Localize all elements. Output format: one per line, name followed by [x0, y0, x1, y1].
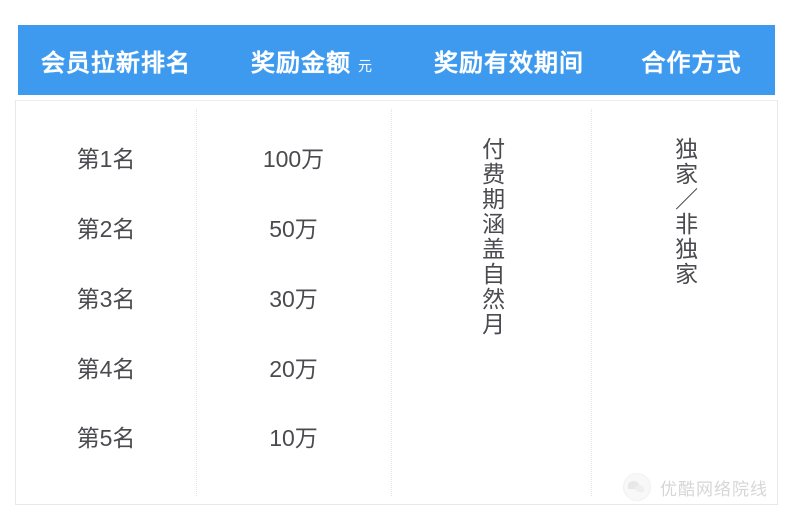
column-amount: 100万 50万 30万 20万 10万	[196, 101, 391, 504]
column-divider-1	[196, 109, 197, 496]
table-row: 50万	[269, 216, 318, 242]
column-header-validity-label: 奖励有效期间	[434, 49, 584, 77]
table-row: 20万	[269, 356, 318, 382]
column-cooperation-mode: 独家／非独家	[591, 101, 777, 504]
column-header-amount-unit: 元	[358, 57, 373, 74]
table-row: 第5名	[76, 425, 136, 451]
table-row: 100万	[262, 146, 325, 172]
table-body: 第1名 第2名 第3名 第4名 第5名 100万 50万 30万 20万 10万…	[15, 100, 778, 505]
column-validity-period: 付费期涵盖自然月	[391, 101, 591, 504]
table-row: 第3名	[76, 286, 136, 312]
table-row: 10万	[269, 425, 318, 451]
column-divider-3	[591, 109, 592, 496]
column-header-amount: 奖励金额 元	[214, 43, 410, 78]
column-header-rank: 会员拉新排名	[18, 43, 214, 78]
wechat-circle-logo-icon	[623, 473, 651, 501]
cooperation-mode-value: 独家／非独家	[671, 137, 698, 287]
table-row: 第1名	[76, 146, 136, 172]
table-row: 第4名	[76, 356, 136, 382]
column-rank: 第1名 第2名 第3名 第4名 第5名	[16, 101, 196, 504]
column-header-cooperation-label: 合作方式	[641, 49, 742, 77]
validity-period-value: 付费期涵盖自然月	[478, 137, 505, 337]
column-header-validity: 奖励有效期间	[410, 43, 608, 78]
watermark: 优酷网络院线	[623, 473, 768, 501]
watermark-label: 优酷网络院线	[660, 479, 768, 499]
table-header-row: 会员拉新排名 奖励金额 元 奖励有效期间 合作方式	[18, 25, 775, 95]
table-row: 30万	[269, 286, 318, 312]
table-row: 第2名	[76, 216, 136, 242]
column-header-rank-label: 会员拉新排名	[41, 49, 191, 77]
column-header-cooperation: 合作方式	[608, 43, 775, 78]
column-header-amount-label: 奖励金额	[251, 49, 351, 77]
column-divider-2	[391, 109, 392, 496]
